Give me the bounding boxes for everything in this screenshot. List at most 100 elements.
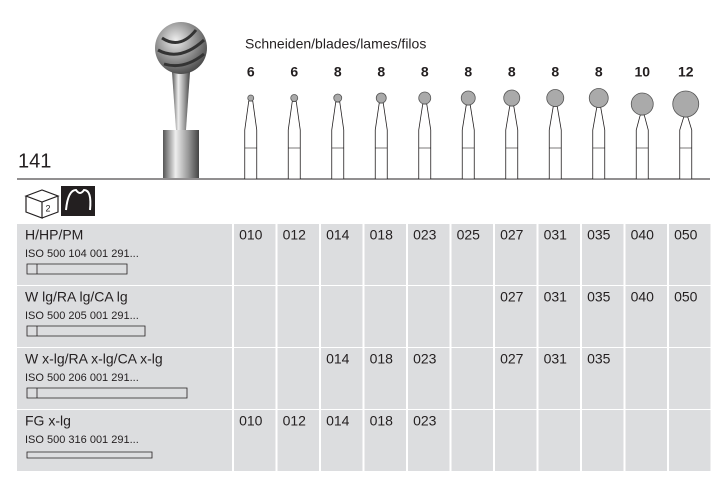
size-code: 023 (413, 351, 437, 367)
size-cell (669, 286, 711, 347)
row-label-cell (17, 286, 232, 347)
product-number: 141 (18, 150, 51, 172)
size-cell (582, 286, 624, 347)
size-cell (495, 348, 537, 409)
bur-shank (374, 102, 388, 180)
row-label-cell (17, 410, 232, 471)
size-code: 040 (631, 289, 655, 305)
bur-head (290, 94, 299, 102)
size-cell (364, 410, 406, 471)
row-name: W x-lg/RA x-lg/CA x-lg (25, 351, 163, 367)
size-code: 035 (587, 227, 611, 243)
size-cell (277, 410, 319, 471)
size-code: 014 (326, 227, 350, 243)
size-code: 027 (500, 289, 524, 305)
size-cell (234, 410, 276, 471)
size-cell (582, 224, 624, 285)
size-cell (495, 224, 537, 285)
row-name: FG x-lg (25, 413, 71, 429)
bur-head (375, 92, 387, 104)
blade-count: 8 (421, 64, 429, 80)
blade-count: 8 (377, 64, 385, 80)
size-code: 023 (413, 413, 437, 429)
bur-shank (287, 101, 301, 180)
size-cell (321, 224, 363, 285)
bur-head (418, 91, 432, 105)
size-code: 035 (587, 289, 611, 305)
blade-count: 12 (678, 64, 694, 80)
bur-head (503, 89, 521, 107)
bur-shank (635, 114, 649, 180)
size-cell (669, 224, 711, 285)
size-cell (538, 224, 580, 285)
size-code: 027 (500, 227, 524, 243)
row-iso: ISO 500 205 001 291... (25, 310, 139, 322)
size-cell (408, 410, 450, 471)
bur-head (588, 88, 609, 108)
bur-shank (461, 104, 475, 180)
bur-head (333, 93, 343, 103)
tooth-icon (61, 186, 95, 216)
row-iso: ISO 500 316 001 291... (25, 434, 139, 446)
size-cell (451, 224, 493, 285)
size-cell (495, 286, 537, 347)
size-cell (538, 410, 580, 471)
size-cell (364, 348, 406, 409)
size-code: 050 (674, 227, 698, 243)
bur-shank (418, 103, 432, 180)
size-cell (495, 410, 537, 471)
size-cell (234, 348, 276, 409)
size-cell (408, 224, 450, 285)
size-cell (234, 224, 276, 285)
size-code: 031 (544, 227, 568, 243)
size-cell (538, 286, 580, 347)
size-code: 012 (283, 227, 307, 243)
size-code: 014 (326, 351, 350, 367)
size-code: 018 (370, 413, 394, 429)
bur-shank (244, 100, 258, 180)
row-name: W lg/RA lg/CA lg (25, 289, 128, 305)
bur-shank (548, 106, 562, 180)
blade-count: 6 (290, 64, 298, 80)
blade-count: 8 (551, 64, 559, 80)
size-cell (364, 224, 406, 285)
size-cell (234, 286, 276, 347)
size-code: 014 (326, 413, 350, 429)
size-cell (321, 410, 363, 471)
size-code: 040 (631, 227, 655, 243)
bur-head (546, 89, 565, 107)
size-cell (364, 286, 406, 347)
size-code: 018 (370, 351, 394, 367)
size-cell (451, 286, 493, 347)
bur-head (460, 90, 476, 106)
size-cell (625, 410, 667, 471)
size-cell (669, 348, 711, 409)
size-cell (277, 286, 319, 347)
size-cell (408, 286, 450, 347)
bur-head (672, 90, 700, 118)
row-iso: ISO 500 206 001 291... (25, 372, 139, 384)
size-cell (582, 410, 624, 471)
bur-head (247, 94, 255, 102)
shank-drawing (26, 325, 146, 337)
shank-drawing (26, 387, 188, 399)
size-code: 010 (239, 227, 263, 243)
size-code: 031 (544, 289, 568, 305)
blade-count: 10 (634, 64, 650, 80)
size-cell (277, 224, 319, 285)
bur-illustration (155, 22, 207, 178)
size-cell (582, 348, 624, 409)
shank-drawing (26, 263, 128, 275)
size-cell (669, 410, 711, 471)
size-code: 035 (587, 351, 611, 367)
row-name: H/HP/PM (25, 227, 83, 243)
size-cell (321, 348, 363, 409)
package-icon: 2 (24, 189, 60, 219)
size-cell (451, 410, 493, 471)
size-cell (625, 348, 667, 409)
blade-count: 8 (334, 64, 342, 80)
size-cell (538, 348, 580, 409)
size-code: 018 (370, 227, 394, 243)
size-cell (625, 286, 667, 347)
